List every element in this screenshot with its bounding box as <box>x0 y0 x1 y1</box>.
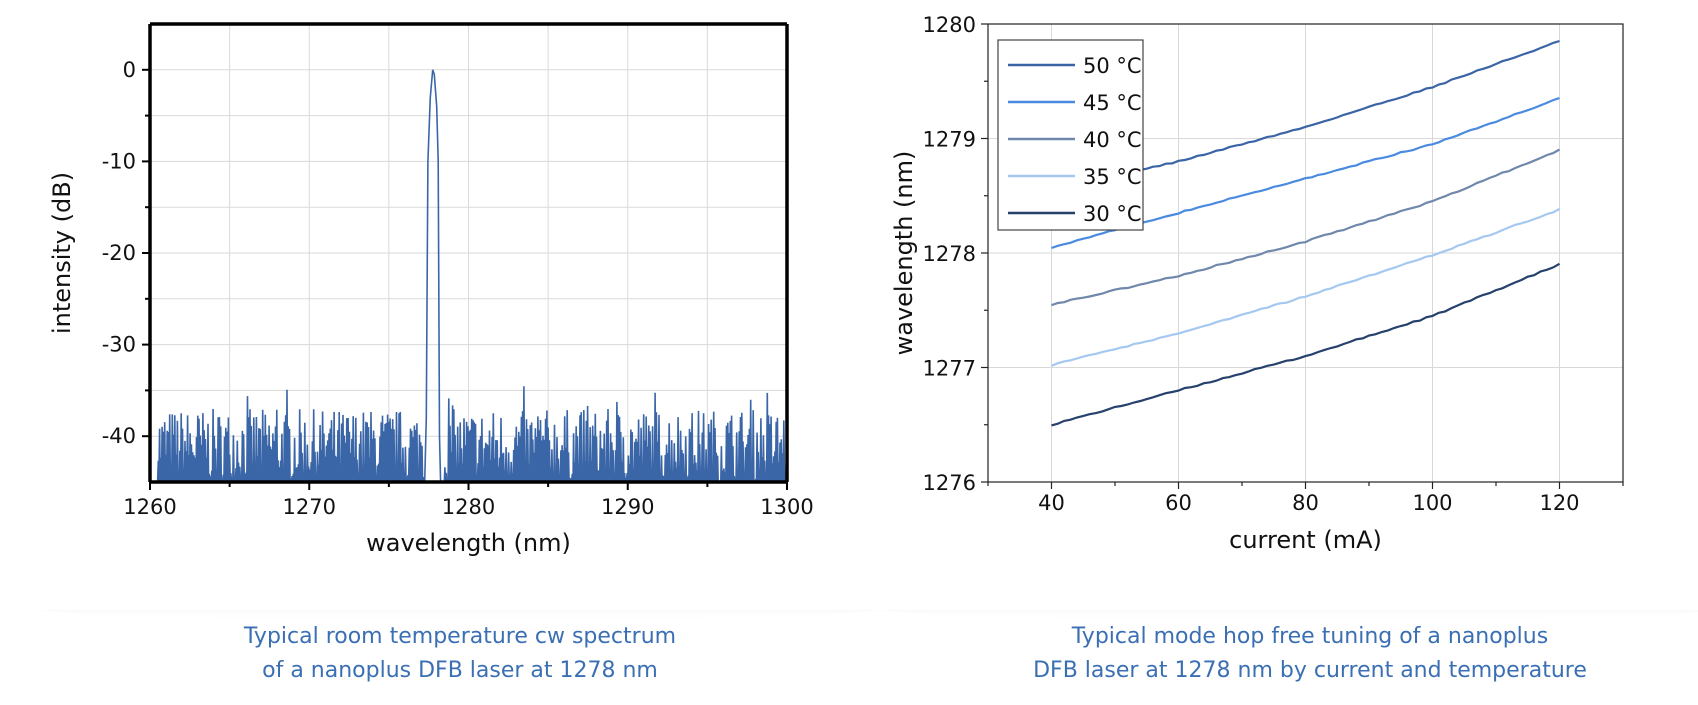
legend-label: 50 °C <box>1083 54 1142 78</box>
y-tick-label: 1276 <box>923 471 976 495</box>
y-tick-label: 1280 <box>923 13 976 37</box>
y-tick-label: -40 <box>102 424 136 448</box>
left-caption-line2: of a nanoplus DFB laser at 1278 nm <box>262 658 658 683</box>
x-tick-label: 60 <box>1165 491 1192 515</box>
x-tick-label: 1270 <box>283 495 336 519</box>
y-tick-label: -30 <box>102 333 136 357</box>
y-tick-label: -20 <box>102 241 136 265</box>
right-caption-line1: Typical mode hop free tuning of a nanopl… <box>1071 624 1549 649</box>
legend: 50 °C 45 °C 40 °C 35 °C 30 °C <box>997 39 1144 231</box>
legend-label: 45 °C <box>1083 91 1142 115</box>
legend-label: 30 °C <box>1083 202 1142 226</box>
spectrum-chart: 1260 1270 1280 1290 1300 0 -10 -20 -30 -40 wavelen… <box>48 22 814 557</box>
x-axis-label: current (mA) <box>1229 526 1382 554</box>
x-tick-label: 120 <box>1539 491 1579 515</box>
x-tick-label: 40 <box>1038 491 1065 515</box>
y-tick-label: -10 <box>102 149 136 173</box>
spectrum-series-line <box>156 69 787 482</box>
y-tick-label: 1277 <box>923 357 976 381</box>
y-tick-label: 1279 <box>923 128 976 152</box>
tuning-chart: 40 60 80 100 120 1276 1277 1278 1279 1280 current … <box>890 13 1624 554</box>
x-tick-label: 1280 <box>442 495 495 519</box>
y-axis-label: wavelength (nm) <box>890 151 918 356</box>
y-axis-label: intensity (dB) <box>48 172 76 334</box>
x-tick-label: 1300 <box>760 495 813 519</box>
y-tick-label: 1278 <box>923 242 976 266</box>
right-caption-line2: DFB laser at 1278 nm by current and temp… <box>1033 658 1587 683</box>
x-tick-label: 1260 <box>123 495 176 519</box>
x-tick-label: 80 <box>1292 491 1319 515</box>
legend-label: 35 °C <box>1083 165 1142 189</box>
left-caption-line1: Typical room temperature cw spectrum <box>243 624 677 649</box>
y-tick-label: 0 <box>123 58 136 82</box>
right-caption: Typical mode hop free tuning of a nanopl… <box>930 620 1690 688</box>
legend-label: 40 °C <box>1083 128 1142 152</box>
x-axis-label: wavelength (nm) <box>366 529 571 557</box>
legend-box <box>997 39 1144 231</box>
x-tick-label: 1290 <box>601 495 654 519</box>
left-caption: Typical room temperature cw spectrum of … <box>80 620 840 688</box>
x-tick-label: 100 <box>1412 491 1452 515</box>
tuning-series-line <box>1051 262 1561 427</box>
tuning-series-line <box>1051 148 1561 307</box>
tuning-series-line <box>1051 208 1561 367</box>
